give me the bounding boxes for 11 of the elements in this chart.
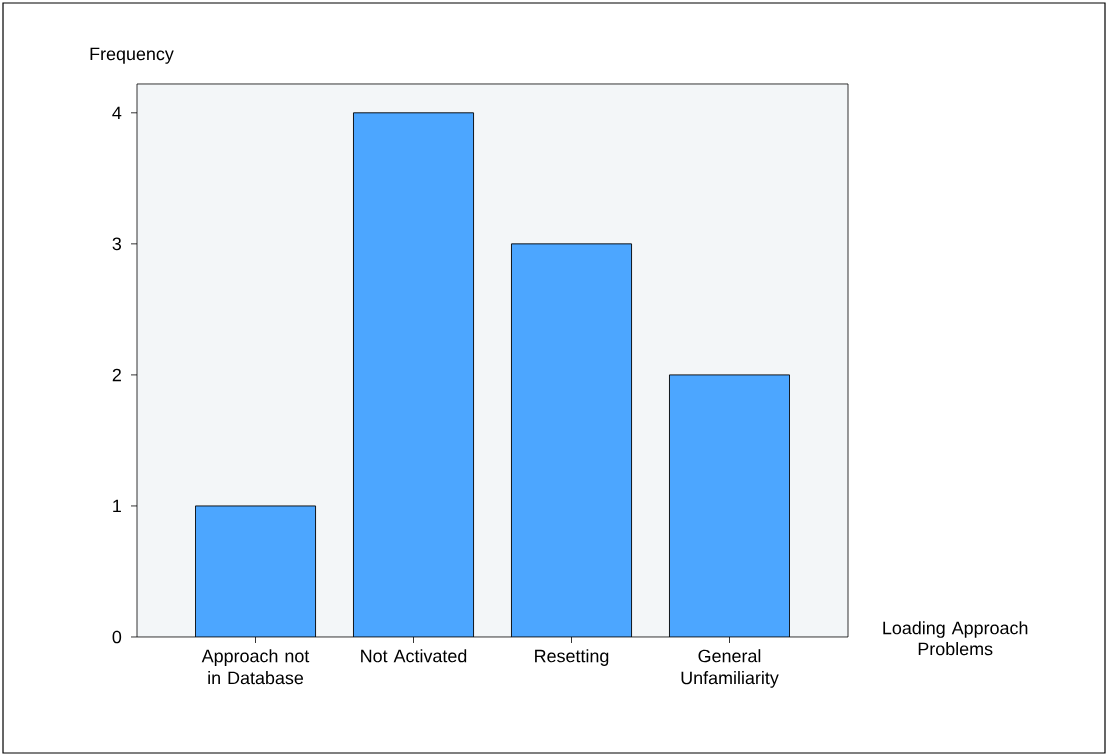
x-axis-title: Loading Approach Problems: [883, 621, 1028, 656]
y-tick-label: 4: [112, 106, 122, 119]
x-tick-label: Approach not in Database: [201, 649, 310, 685]
y-tick-label: 3: [112, 237, 122, 251]
y-tick-label: 1: [113, 499, 121, 513]
x-tick-label: Not Activated: [361, 649, 467, 663]
y-axis-title: Frequency: [90, 47, 174, 64]
x-tick-label: Resetting: [535, 649, 609, 666]
y-tick-label: 2: [112, 368, 121, 382]
y-tick-label: 0: [112, 630, 122, 644]
x-tick-label: General Unfamiliarity: [681, 649, 779, 688]
